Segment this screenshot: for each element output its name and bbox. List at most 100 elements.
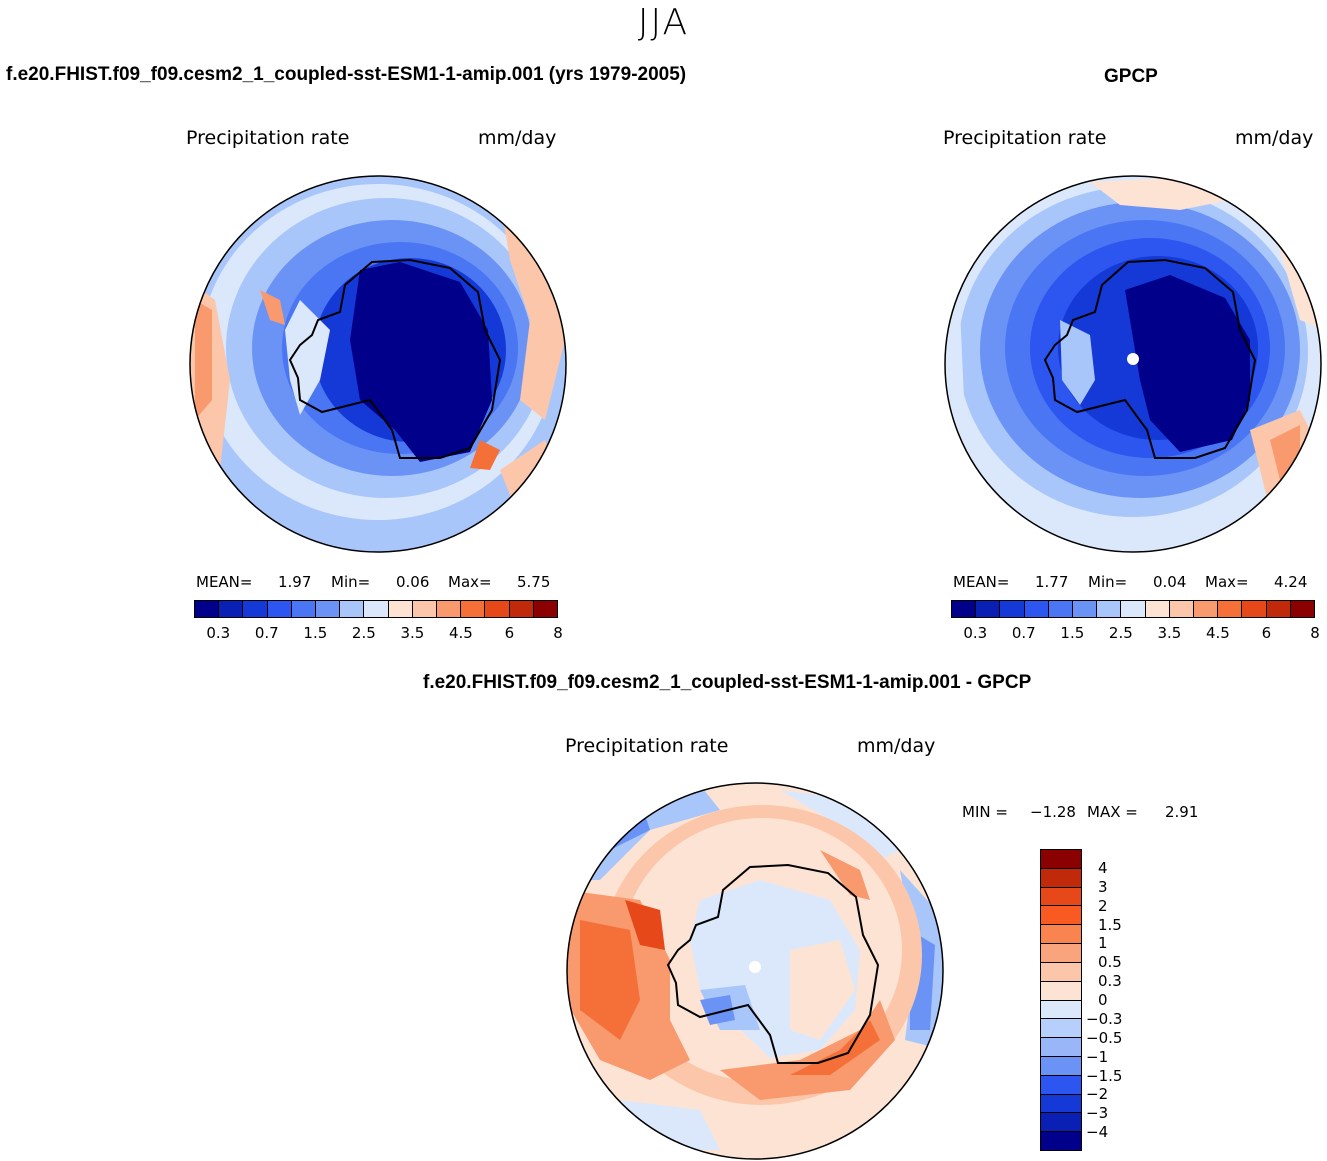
diff-colorbar-tick-label: −0.3	[1086, 1009, 1123, 1028]
model-colorbar-swatch	[364, 601, 389, 617]
diff-min-value: −1.28	[1030, 803, 1076, 821]
model-colorbar-tick-label: 0.3	[206, 624, 231, 642]
obs-min-value: 0.04	[1153, 573, 1187, 591]
model-colorbar-swatch	[219, 601, 244, 617]
diff-map-boundary	[566, 782, 944, 1160]
diff-colorbar-swatch	[1041, 1113, 1081, 1133]
model-colorbar-swatch	[485, 601, 510, 617]
model-colorbar-swatch	[195, 601, 220, 617]
obs-colorbar-swatch	[1024, 601, 1049, 617]
obs-mean-label: MEAN=	[953, 573, 1010, 591]
diff-panel-title: f.e20.FHIST.f09_f09.cesm2_1_coupled-sst-…	[423, 672, 1032, 693]
diff-min-label: MIN =	[962, 803, 1008, 821]
diff-colorbar-swatch	[1041, 1075, 1081, 1095]
model-colorbar	[194, 600, 558, 618]
diff-colorbar-tick-label: 2	[1098, 896, 1108, 915]
model-colorbar-swatch	[316, 601, 341, 617]
diff-colorbar-tick-label: −1.5	[1086, 1066, 1123, 1085]
model-mean-value: 1.97	[278, 573, 312, 591]
obs-max-label: Max=	[1205, 573, 1249, 591]
model-variable-label: Precipitation rate	[186, 127, 350, 149]
diff-colorbar	[1040, 849, 1082, 1151]
model-colorbar-swatch	[412, 601, 438, 617]
obs-colorbar-tick-label: 1.5	[1060, 624, 1085, 642]
diff-colorbar-tick-label: −0.5	[1086, 1028, 1123, 1047]
obs-precip-field	[945, 176, 1321, 552]
diff-units-label: mm/day	[857, 735, 936, 757]
model-colorbar-tick-label: 0.7	[254, 624, 279, 642]
diff-variable-label: Precipitation rate	[565, 735, 729, 757]
diff-colorbar-tick-label: 4	[1098, 858, 1108, 877]
model-panel-title: f.e20.FHIST.f09_f09.cesm2_1_coupled-sst-…	[6, 64, 687, 85]
model-colorbar-swatch	[243, 601, 268, 617]
diff-colorbar-swatch	[1041, 1132, 1081, 1150]
diff-colorbar-tick-label: −1	[1086, 1047, 1109, 1066]
obs-panel-title: GPCP	[1104, 66, 1158, 87]
diff-max-value: 2.91	[1165, 803, 1199, 821]
diff-colorbar-labels: 4 3 2 1.5 1 0.5 0.3 0 −0.3 −0.5 −1 −1.5 −2 −3 −4	[1086, 849, 1146, 1151]
obs-colorbar-tick-label: 2.5	[1108, 624, 1133, 642]
diff-colorbar-swatch	[1041, 981, 1081, 1001]
obs-max-value: 4.24	[1274, 573, 1308, 591]
diff-colorbar-tick-label: 0.5	[1098, 953, 1122, 972]
diff-colorbar-tick-label: −2	[1086, 1085, 1109, 1104]
model-map-boundary	[189, 175, 567, 553]
season-title: JJA	[637, 2, 690, 43]
model-min-label: Min=	[331, 573, 371, 591]
model-mean-label: MEAN=	[196, 573, 253, 591]
obs-colorbar-swatch	[1290, 601, 1315, 617]
obs-colorbar-swatch	[952, 601, 977, 617]
obs-colorbar-tick-label: 0.3	[963, 624, 988, 642]
diff-colorbar-swatch	[1041, 962, 1081, 982]
obs-colorbar-swatch	[1218, 601, 1243, 617]
diff-colorbar-tick-label: 0	[1098, 991, 1108, 1009]
obs-colorbar-swatch	[1000, 601, 1025, 617]
diff-colorbar-tick-label: 1.5	[1098, 915, 1122, 934]
obs-colorbar-swatch	[1169, 601, 1195, 617]
diff-colorbar-swatch	[1041, 1038, 1081, 1057]
obs-variable-label: Precipitation rate	[943, 127, 1107, 149]
diff-max-label: MAX =	[1087, 803, 1138, 821]
model-colorbar-swatch	[533, 601, 558, 617]
diff-colorbar-tick-label: 1	[1098, 934, 1108, 953]
diff-colorbar-swatch	[1041, 850, 1081, 869]
obs-colorbar-swatch	[1073, 601, 1098, 617]
model-colorbar-swatch	[388, 601, 413, 617]
obs-min-label: Min=	[1088, 573, 1128, 591]
diff-precip-field	[567, 783, 943, 1159]
diff-colorbar-tick-label: 0.3	[1098, 972, 1122, 991]
obs-colorbar-tick-label: 6	[1261, 624, 1272, 642]
model-colorbar-swatch	[340, 601, 365, 617]
diff-colorbar-tick-label: 3	[1098, 877, 1108, 896]
diff-colorbar-swatch	[1041, 1019, 1081, 1039]
model-colorbar-tick-label: 2.5	[351, 624, 376, 642]
obs-colorbar-swatch	[1194, 601, 1219, 617]
model-min-value: 0.06	[396, 573, 430, 591]
obs-colorbar-labels: 0.3 0.7 1.5 2.5 3.5 4.5 6 8	[951, 624, 1319, 644]
obs-colorbar-swatch	[1242, 601, 1267, 617]
model-colorbar-swatch	[267, 601, 292, 617]
model-max-label: Max=	[448, 573, 492, 591]
obs-colorbar-swatch	[1097, 601, 1122, 617]
diff-colorbar-swatch	[1041, 868, 1081, 888]
obs-colorbar-tick-label: 0.7	[1011, 624, 1036, 642]
model-colorbar-labels: 0.3 0.7 1.5 2.5 3.5 4.5 6 8	[194, 624, 562, 644]
diff-colorbar-swatch	[1041, 944, 1081, 963]
obs-units-label: mm/day	[1235, 127, 1314, 149]
obs-colorbar	[951, 600, 1315, 618]
model-colorbar-swatch	[437, 601, 462, 617]
model-colorbar-tick-label: 8	[553, 624, 563, 642]
obs-colorbar-tick-label: 8	[1310, 624, 1320, 642]
diff-colorbar-swatch	[1041, 887, 1081, 907]
diff-colorbar-tick-label: −4	[1086, 1123, 1109, 1142]
model-colorbar-tick-label: 6	[504, 624, 515, 642]
model-units-label: mm/day	[478, 127, 557, 149]
model-colorbar-tick-label: 3.5	[400, 624, 425, 642]
model-max-value: 5.75	[517, 573, 551, 591]
model-colorbar-tick-label: 1.5	[303, 624, 328, 642]
obs-colorbar-tick-label: 3.5	[1157, 624, 1182, 642]
diff-colorbar-swatch	[1041, 906, 1081, 926]
model-colorbar-tick-label: 4.5	[448, 624, 473, 642]
diff-colorbar-swatch	[1041, 1056, 1081, 1076]
